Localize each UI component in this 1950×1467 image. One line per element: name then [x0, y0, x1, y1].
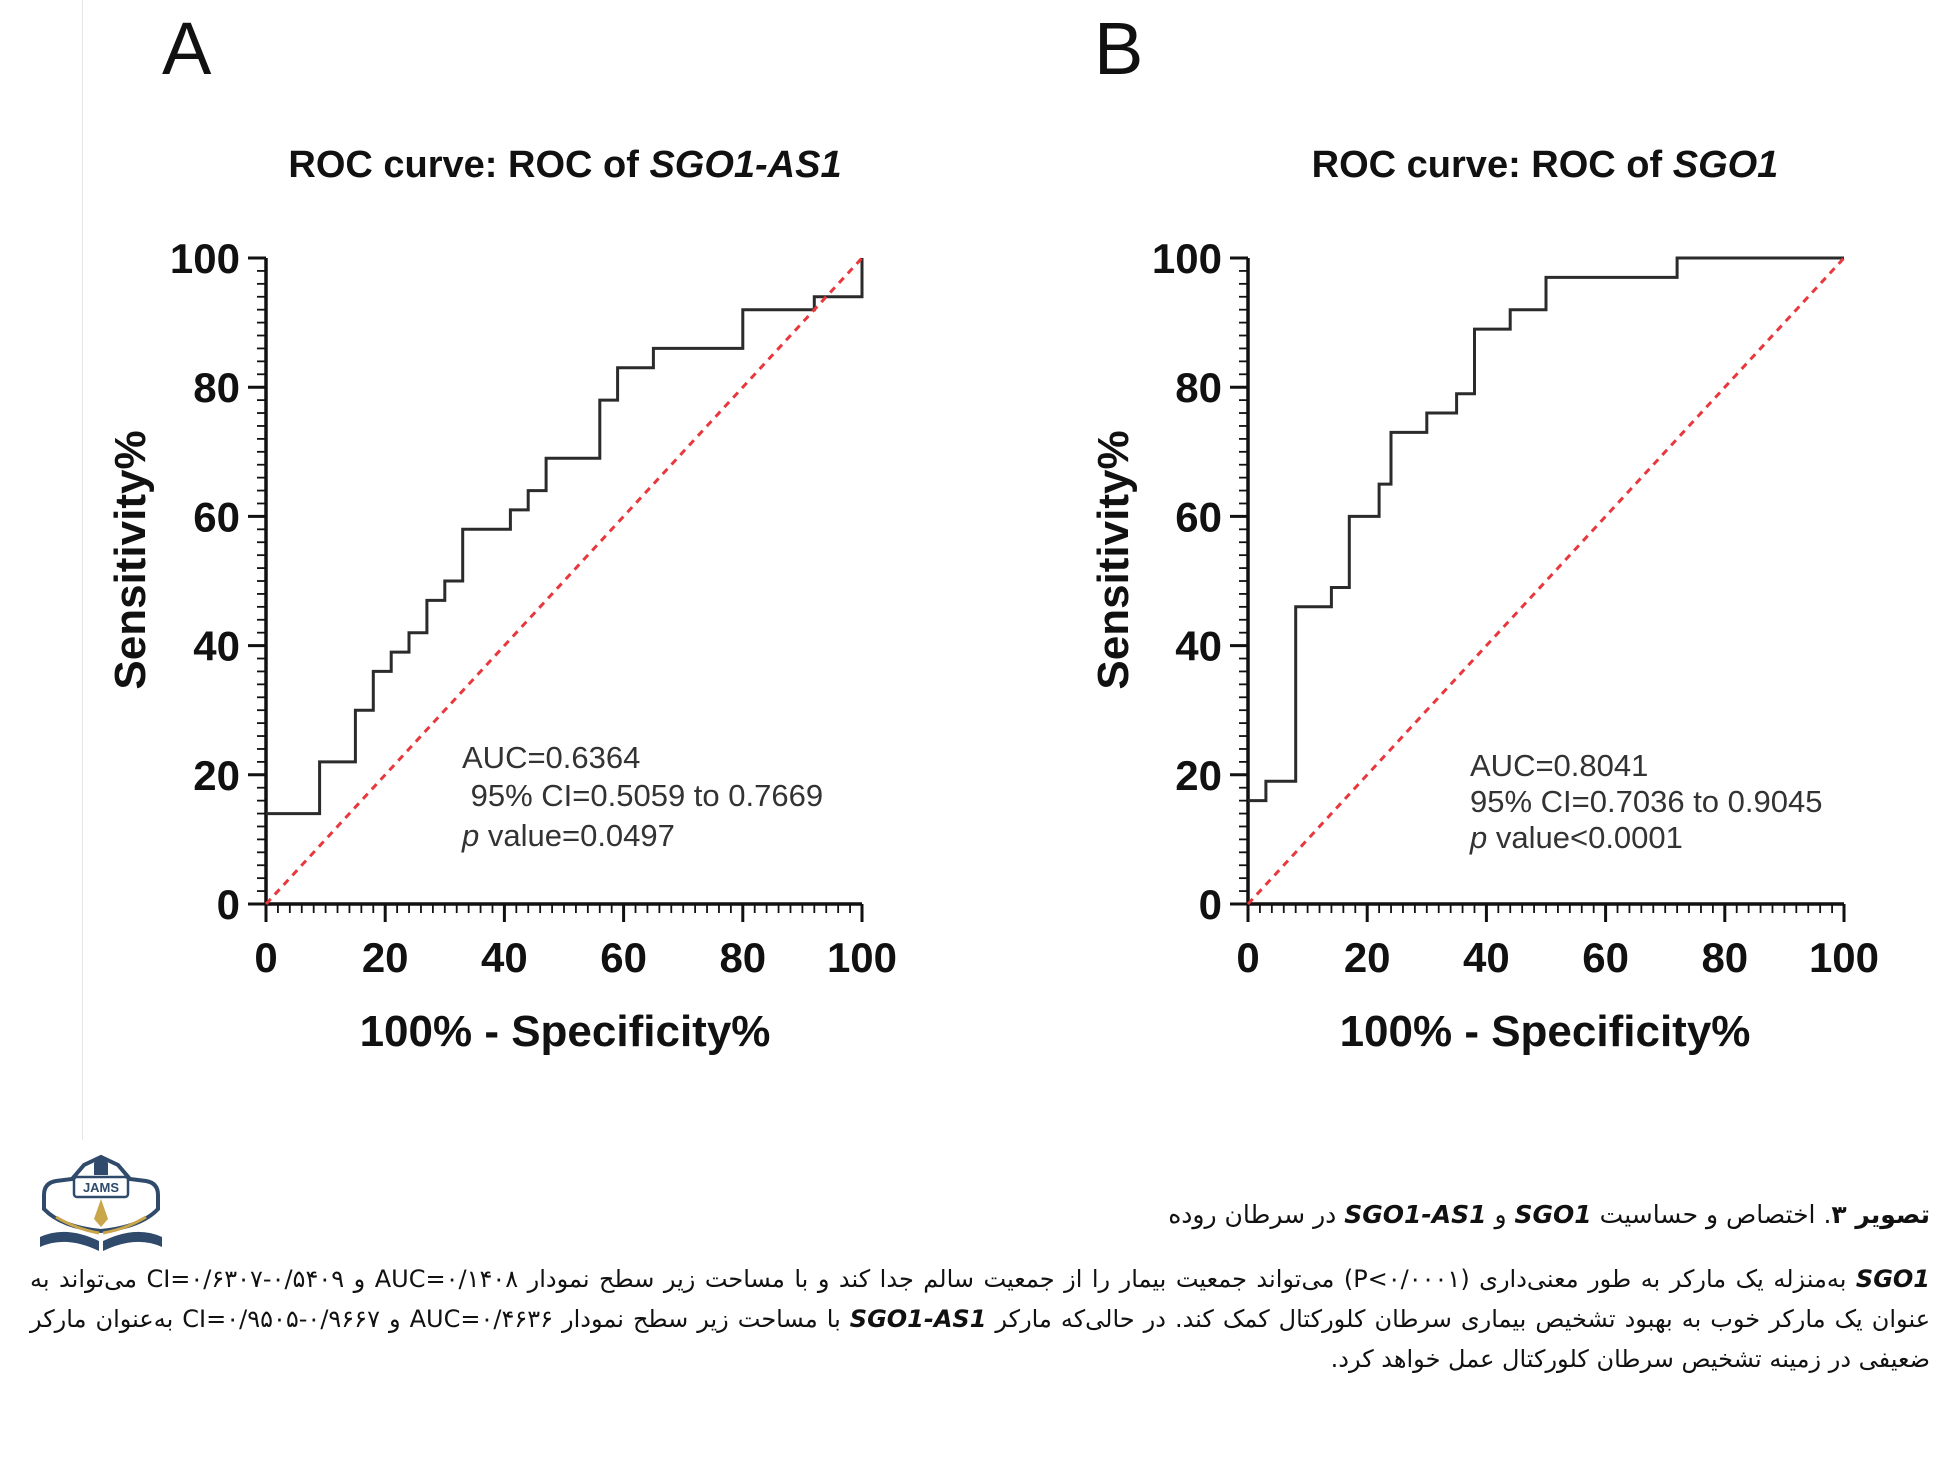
x-tick-label-b: 20: [1344, 934, 1391, 981]
annotation-auc-a: AUC=0.6364: [462, 740, 640, 775]
annotation-p-value-a: value=0.0497: [479, 818, 675, 853]
page-divider-line: [82, 0, 83, 1140]
logo-text: JAMS: [83, 1180, 119, 1195]
caption-title: تصویر ۳. اختصاص و حساسیت SGO1 و SGO1-AS1…: [30, 1195, 1930, 1235]
y-tick-label-b: 0: [1199, 881, 1222, 928]
logo-book-left: [40, 1231, 99, 1251]
annotation-ci-a: 95% CI=0.5059 to 0.7669: [462, 778, 823, 813]
marks-b: [1246, 256, 1846, 906]
logo-pen-nib: [94, 1199, 108, 1227]
x-tick-label-a: 60: [600, 934, 647, 981]
logo-swoosh-left: [55, 1215, 100, 1235]
x-tick-label-b: 80: [1701, 934, 1748, 981]
logo-banner: [72, 1175, 130, 1199]
y-tick-label-a: 80: [193, 364, 240, 411]
chart-title-a-prefix: ROC curve: ROC of: [288, 144, 649, 186]
roc-panel-b: B ROC curve: ROC of SGO1 00 20 20 40 40 60 60 8…: [1089, 7, 1879, 1056]
annotation-ci-b: 95% CI=0.7036 to 0.9045: [1470, 784, 1822, 819]
caption-body-part-1: به‌منزله یک مارکر به طور معنی‌داری (P<۰/…: [30, 1265, 1931, 1333]
roc-curve-a: [266, 258, 864, 816]
x-tick-label-a: 0: [254, 934, 277, 981]
annotation-p-symbol-a: p: [461, 818, 479, 853]
roc-figure: A ROC curve: ROC of SGO1-AS1 00202040406…: [106, 7, 1879, 1056]
logo-tower: [94, 1155, 108, 1175]
x-axis-label-a: 100% - Specificity%: [360, 1007, 771, 1056]
annotation-p-symbol-b: p: [1469, 820, 1487, 855]
y-tick-label-b: 60: [1175, 493, 1222, 540]
reference-diagonal-line-b: [1246, 256, 1846, 906]
roc-curve-b: [1248, 256, 1844, 803]
y-tick-label-b: 20: [1175, 752, 1222, 799]
annotation-p-b: p value<0.0001: [1469, 820, 1683, 855]
roc-panel-a: A ROC curve: ROC of SGO1-AS1 00 20 20 40 40 6…: [106, 7, 897, 1056]
caption-gene-sgo1-as1: SGO1-AS1: [1344, 1200, 1487, 1229]
caption-body-gene-sgo1-as1: SGO1-AS1: [849, 1305, 987, 1333]
x-axis-label-b: 100% - Specificity%: [1340, 1007, 1751, 1056]
caption-body: SGO1 به‌منزله یک مارکر به طور معنی‌داری …: [30, 1259, 1930, 1379]
caption-body-part-2: با مساحت زیر سطح نمودار AUC=۰/۴۶۳۶ و CI=…: [30, 1305, 1930, 1373]
y-tick-label-a: 20: [193, 752, 240, 799]
y-tick-label-a: 60: [193, 493, 240, 540]
x-tick-label-b: 60: [1582, 934, 1629, 981]
caption-title-part-a: . اختصاص و حساسیت: [1591, 1200, 1832, 1229]
x-tick-label-a: 80: [719, 934, 766, 981]
x-tick-label-a: 20: [362, 934, 409, 981]
logo-swoosh-right: [102, 1215, 147, 1235]
caption-figure-number: تصویر ۳: [1831, 1200, 1930, 1229]
y-tick-label-a: 40: [193, 623, 240, 670]
y-axis-label-a: Sensitivity%: [106, 430, 155, 689]
y-tick-label-a: 100: [170, 235, 240, 282]
chart-title-b-gene: SGO1: [1673, 144, 1779, 186]
chart-title-a-gene: SGO1-AS1: [649, 144, 841, 186]
panel-letter-a: A: [162, 7, 212, 90]
marks-a: [264, 256, 864, 906]
y-tick-label-b: 40: [1175, 623, 1222, 670]
x-tick-label-b: 100: [1809, 934, 1879, 981]
x-tick-label-b: 0: [1236, 934, 1259, 981]
x-tick-label-a: 100: [827, 934, 897, 981]
jams-logo: JAMS: [40, 1154, 162, 1251]
caption-title-part-c: در سرطان روده: [1168, 1200, 1345, 1229]
y-tick-label-b: 80: [1175, 364, 1222, 411]
y-tick-label-b: 100: [1152, 235, 1222, 282]
axes-a: 00 20 20 40 40 60 60 80 80 100 100: [170, 235, 897, 981]
figure-caption: تصویر ۳. اختصاص و حساسیت SGO1 و SGO1-AS1…: [30, 1195, 1930, 1379]
axes-b: 00 20 20 40 40 60 60 80 80 100 100: [1152, 235, 1879, 981]
chart-title-b-prefix: ROC curve: ROC of: [1312, 144, 1673, 186]
y-tick-label-a: 0: [217, 881, 240, 928]
chart-title-a: ROC curve: ROC of SGO1-AS1: [288, 144, 841, 186]
annotation-p-value-b: value<0.0001: [1487, 820, 1683, 855]
x-tick-label-a: 40: [481, 934, 528, 981]
reference-diagonal-line-a: [264, 256, 864, 906]
x-tick-label-b: 40: [1463, 934, 1510, 981]
panel-letter-b: B: [1094, 7, 1143, 90]
caption-title-part-b: و: [1486, 1200, 1515, 1229]
caption-body-gene-sgo1: SGO1: [1855, 1265, 1930, 1293]
caption-gene-sgo1: SGO1: [1514, 1200, 1592, 1229]
annotation-p-a: p value=0.0497: [461, 818, 675, 853]
chart-title-b: ROC curve: ROC of SGO1: [1312, 144, 1779, 186]
y-axis-label-b: Sensitivity%: [1089, 430, 1138, 689]
logo-book-right: [103, 1231, 162, 1251]
annotation-auc-b: AUC=0.8041: [1470, 748, 1648, 783]
